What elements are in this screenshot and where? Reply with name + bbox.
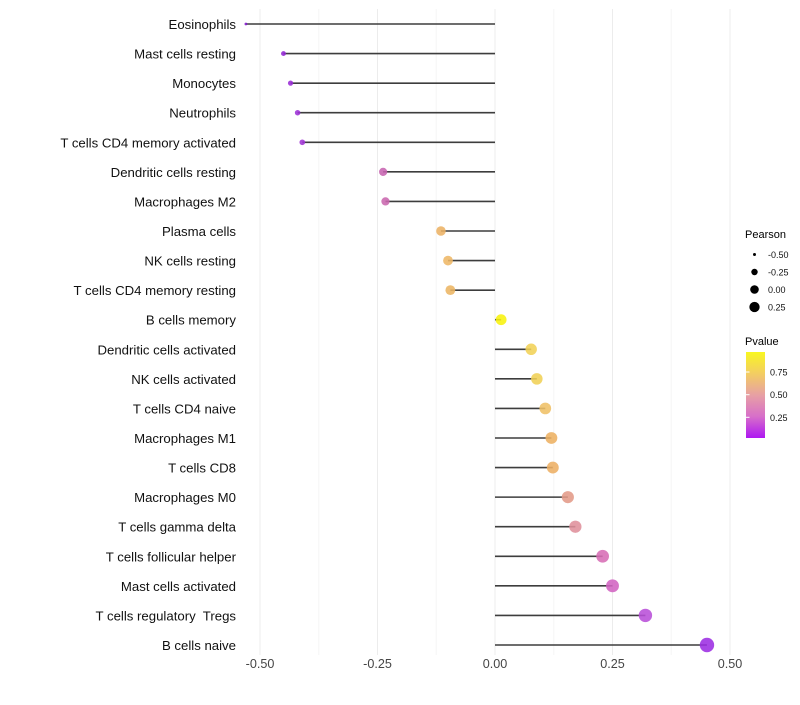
lollipop-row: Mast cells activated [121,579,619,594]
row-label: NK cells resting [144,254,236,269]
pearson-legend-dot [751,268,758,276]
gridlines [259,9,731,655]
row-label: T cells follicular helper [106,549,237,564]
row-label: T cells CD4 memory resting [74,283,236,298]
row-label: Monocytes [172,76,236,91]
data-point-dot [443,255,453,266]
x-axis-tick-label: 0.25 [600,657,625,671]
x-axis: -0.50 -0.25 0.00 0.25 0.50 [246,657,743,671]
row-label: Macrophages M2 [134,194,236,209]
x-axis-tick-label: 0.00 [483,657,508,671]
pvalue-legend-title: Pvalue [745,336,779,348]
row-label: Plasma cells [162,224,236,239]
pvalue-color-legend: Pvalue 0.75 0.50 0.25 [745,336,788,438]
row-label: B cells memory [146,313,237,328]
x-axis-tick-label: 0.50 [718,657,743,671]
data-point-dot [606,579,619,593]
data-point-dot [546,461,559,474]
data-point-dot [495,314,507,326]
lollipop-row: Mast cells resting [134,47,495,62]
lollipop-row: T cells CD4 memory activated [60,135,495,150]
data-point-dot [281,51,286,57]
lollipop-row: Macrophages M1 [134,431,558,446]
lollipop-row: B cells memory [146,313,507,328]
row-label: Macrophages M0 [134,490,236,505]
lollipop-row: T cells follicular helper [106,549,609,564]
row-label: T cells CD4 memory activated [60,135,236,150]
lollipop-row: T cells gamma delta [118,520,582,535]
row-label: B cells naive [162,638,236,653]
data-point-dot [299,139,306,146]
pvalue-legend-label: 0.75 [770,368,788,378]
row-label: Eosinophils [169,17,237,32]
pvalue-legend-label: 0.50 [770,390,788,400]
lollipop-row: Neutrophils [169,106,495,121]
data-point-dot [569,520,582,533]
row-label: Mast cells activated [121,579,236,594]
pearson-legend-label: -0.25 [768,268,789,278]
lollipop-row: NK cells activated [131,372,543,387]
data-point-dot [287,80,294,86]
pvalue-legend-label: 0.25 [770,413,788,423]
lollipop-row: T cells CD8 [168,461,559,476]
row-label: Dendritic cells activated [97,342,236,357]
lollipop-row: Eosinophils [169,17,495,32]
lollipop-row: T cells regulatory Tregs [96,608,653,623]
row-label: T cells CD8 [168,461,236,476]
row-label: Dendritic cells resting [111,165,236,180]
data-point-dot [436,226,446,236]
pearson-legend-label: 0.25 [768,303,786,313]
data-point-dot [381,197,390,206]
row-label: T cells regulatory Tregs [96,608,237,623]
data-point-dot [561,491,574,504]
pearson-legend-title: Pearson [745,229,786,241]
lollipop-row: B cells naive [162,637,715,653]
row-label: NK cells activated [131,372,236,387]
data-point-dot [539,402,552,415]
data-point-dot [596,549,609,563]
data-point-dot [445,285,456,296]
lollipop-row: NK cells resting [144,254,495,269]
pearson-legend-label: -0.50 [768,250,789,260]
lollipop-row: Macrophages M0 [134,490,574,505]
lollipop-row: Monocytes [172,76,495,91]
row-label: T cells gamma delta [118,520,236,535]
lollipop-row: Dendritic cells activated [97,342,537,357]
lollipop-row: Macrophages M2 [134,194,495,209]
colorbar-gradient [746,352,765,438]
pearson-legend-label: 0.00 [768,285,786,295]
pearson-size-legend: Pearson -0.50 -0.25 0.00 0.25 [745,229,789,313]
data-point-dot [294,109,301,116]
lollipop-row: Plasma cells [162,224,495,239]
pearson-legend-dot [750,285,759,294]
row-label: Neutrophils [169,106,236,121]
lollipop-row: T cells CD4 naive [133,401,552,416]
data-point-dot [545,432,558,444]
data-point-dot [379,167,388,176]
pearson-legend-dot [753,253,756,256]
data-point-dot [244,22,248,26]
data-point-dot [531,373,543,385]
row-label: T cells CD4 naive [133,401,236,416]
lollipop-rows: Eosinophils Mast cells resting Monocytes Ne… [60,17,715,653]
lollipop-row: Dendritic cells resting [111,165,495,180]
data-point-dot [638,608,653,623]
pearson-legend-dot [749,301,760,313]
data-point-dot [525,343,537,356]
lollipop-row: T cells CD4 memory resting [74,283,495,298]
x-axis-tick-label: -0.25 [363,657,392,671]
row-label: Macrophages M1 [134,431,236,446]
data-point-dot [699,637,715,653]
row-label: Mast cells resting [134,47,236,62]
x-axis-tick-label: -0.50 [246,657,275,671]
